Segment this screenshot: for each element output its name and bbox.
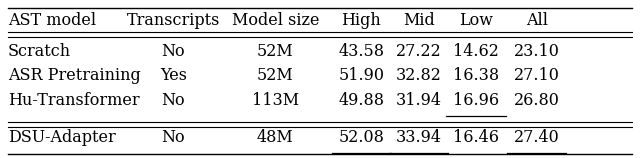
Text: AST model: AST model (8, 12, 96, 28)
Text: 16.46: 16.46 (453, 130, 499, 146)
Text: 27.40: 27.40 (514, 130, 559, 146)
Text: 26.80: 26.80 (514, 92, 559, 109)
Text: 48M: 48M (257, 130, 294, 146)
Text: 51.90: 51.90 (339, 67, 385, 84)
Text: 52M: 52M (257, 43, 294, 60)
Text: 113M: 113M (252, 92, 299, 109)
Text: High: High (342, 12, 381, 28)
Text: 32.82: 32.82 (396, 67, 442, 84)
Text: 16.96: 16.96 (453, 92, 499, 109)
Text: Hu-Transformer: Hu-Transformer (8, 92, 140, 109)
Text: 33.94: 33.94 (396, 130, 442, 146)
Text: 16.38: 16.38 (453, 67, 499, 84)
Text: Low: Low (459, 12, 493, 28)
Text: Scratch: Scratch (8, 43, 71, 60)
Text: Model size: Model size (232, 12, 319, 28)
Text: ASR Pretraining: ASR Pretraining (8, 67, 141, 84)
Text: No: No (162, 43, 185, 60)
Text: 52.08: 52.08 (339, 130, 385, 146)
Text: 27.10: 27.10 (514, 67, 559, 84)
Text: 14.62: 14.62 (453, 43, 499, 60)
Text: Yes: Yes (160, 67, 187, 84)
Text: 49.88: 49.88 (339, 92, 385, 109)
Text: No: No (162, 130, 185, 146)
Text: Mid: Mid (403, 12, 435, 28)
Text: 31.94: 31.94 (396, 92, 442, 109)
Text: No: No (162, 92, 185, 109)
Text: 23.10: 23.10 (514, 43, 559, 60)
Text: 52M: 52M (257, 67, 294, 84)
Text: 43.58: 43.58 (339, 43, 385, 60)
Text: DSU-Adapter: DSU-Adapter (8, 130, 115, 146)
Text: All: All (525, 12, 548, 28)
Text: Transcripts: Transcripts (127, 12, 220, 28)
Text: 27.22: 27.22 (396, 43, 442, 60)
